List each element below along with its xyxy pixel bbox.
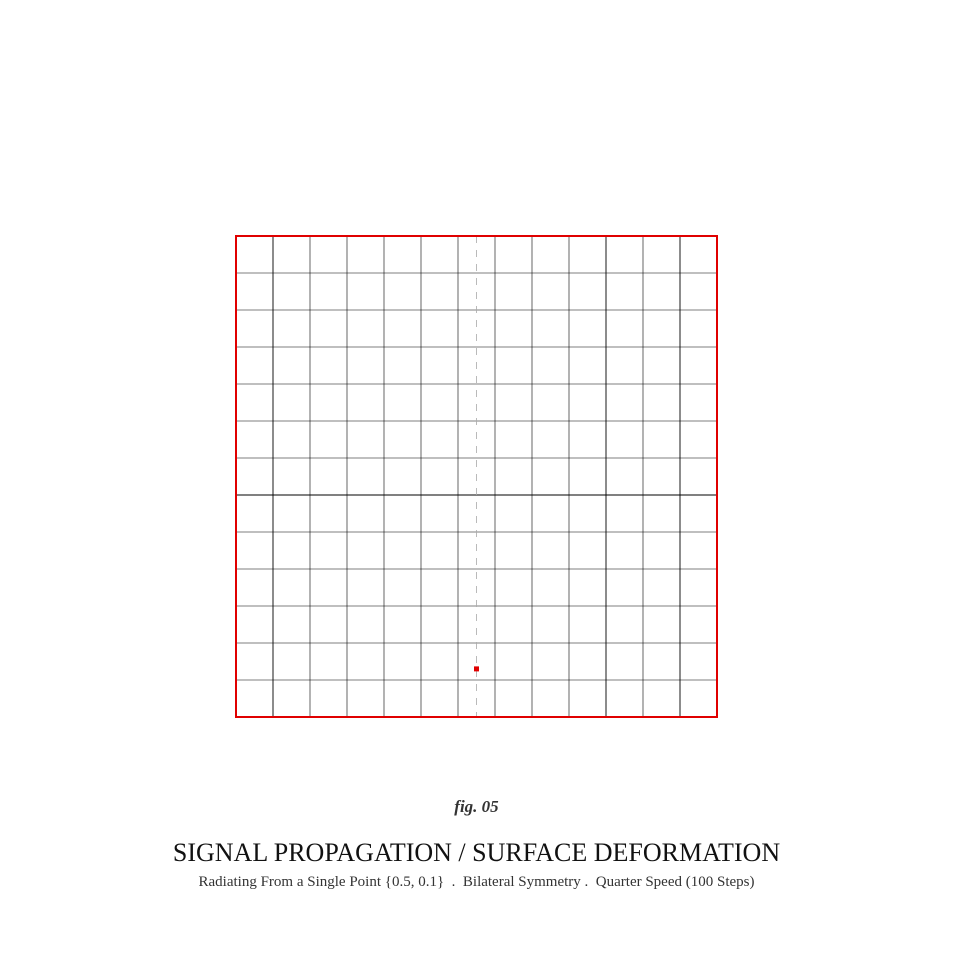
figure-label: fig. 05 (454, 797, 499, 816)
source-point-marker (474, 666, 479, 672)
figure-title: SIGNAL PROPAGATION / SURFACE DEFORMATION (172, 838, 781, 867)
figure-subtitle: Radiating From a Single Point {0.5, 0.1}… (198, 874, 755, 890)
grid-border (235, 235, 718, 718)
